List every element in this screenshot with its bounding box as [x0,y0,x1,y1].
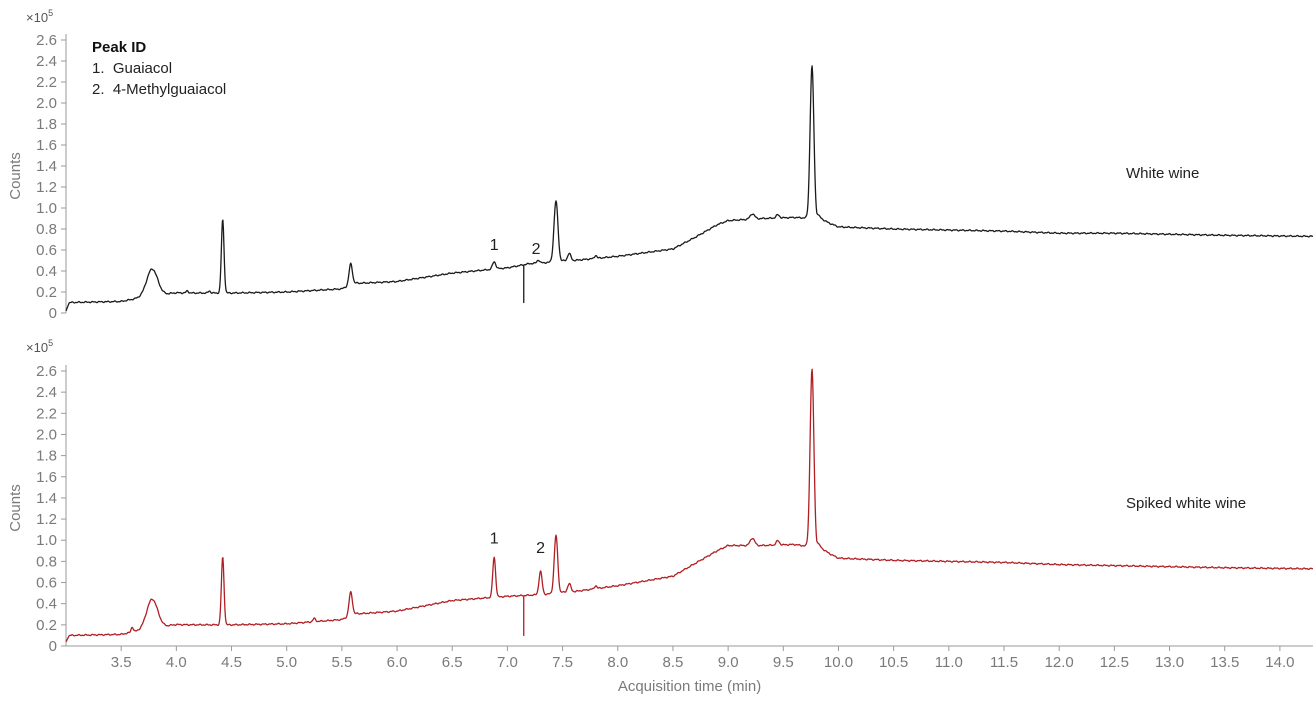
x-tick-label: 5.5 [331,654,352,671]
chromatogram-trace-bottom [65,368,1313,643]
y-tick-label: 2.4 [36,384,57,401]
x-tick-label: 8.0 [607,654,628,671]
legend-title: Peak ID [92,39,146,56]
chromatogram-trace-top [65,65,1313,312]
y-tick-label: 0.6 [36,575,57,592]
y-multiplier-label: ×105 [26,8,53,25]
y-tick-label: 2.6 [36,32,57,49]
peak-label: 2 [532,241,541,258]
y-tick-label: 1.4 [36,158,57,175]
x-tick-label: 14.0 [1265,654,1294,671]
y-tick-label: 1.6 [36,137,57,154]
y-tick-label: 1.8 [36,448,57,465]
peak-label: 2 [536,540,545,557]
legend-item: 2. 4-Methylguaiacol [92,81,226,98]
y-tick-label: 0 [49,305,57,322]
x-tick-label: 10.5 [879,654,908,671]
x-tick-label: 13.5 [1210,654,1239,671]
sample-label-bottom: Spiked white wine [1126,495,1246,512]
y-tick-label: 0.4 [36,263,57,280]
y-tick-label: 0.4 [36,596,57,613]
y-tick-label: 0.2 [36,617,57,634]
x-tick-label: 10.0 [824,654,853,671]
y-tick-label: 1.8 [36,116,57,133]
x-tick-label: 3.5 [111,654,132,671]
x-tick-label: 6.0 [387,654,408,671]
peak-label: 1 [490,530,499,547]
y-tick-label: 1.0 [36,532,57,549]
y-tick-label: 0.6 [36,242,57,259]
y-tick-label: 2.0 [36,426,57,443]
x-tick-label: 7.0 [497,654,518,671]
x-tick-label: 13.0 [1155,654,1184,671]
y-tick-label: 1.0 [36,200,57,217]
y-tick-label: 0.2 [36,284,57,301]
multiplier-exponent: 5 [48,338,53,348]
y-tick-label: 1.2 [36,179,57,196]
y-multiplier-label: ×105 [26,338,53,355]
y-tick-label: 1.2 [36,511,57,528]
y-tick-label: 2.6 [36,363,57,380]
x-tick-label: 12.0 [1045,654,1074,671]
peak-label: 1 [490,237,499,254]
x-tick-label: 9.5 [773,654,794,671]
x-tick-label: 9.0 [718,654,739,671]
y-tick-label: 0.8 [36,553,57,570]
y-axis-title: Counts [7,152,24,200]
x-tick-label: 7.5 [552,654,573,671]
y-tick-label: 1.4 [36,490,57,507]
y-tick-label: 2.0 [36,95,57,112]
x-tick-label: 8.5 [663,654,684,671]
multiplier-base: ×10 [26,10,48,25]
x-tick-label: 4.5 [221,654,242,671]
y-tick-label: 0.8 [36,221,57,238]
x-tick-label: 11.0 [935,654,963,671]
x-tick-label: 5.0 [276,654,297,671]
x-tick-label: 4.0 [166,654,187,671]
multiplier-base: ×10 [26,340,48,355]
y-tick-label: 0 [49,638,57,655]
legend-item: 1. Guaiacol [92,60,172,77]
y-axis-title: Counts [7,484,24,532]
sample-label-top: White wine [1126,165,1199,182]
y-tick-label: 1.6 [36,469,57,486]
y-tick-label: 2.2 [36,405,57,422]
x-axis-title: Acquisition time (min) [618,678,761,695]
x-tick-label: 12.5 [1100,654,1129,671]
y-tick-label: 2.4 [36,53,57,70]
x-tick-label: 6.5 [442,654,463,671]
x-tick-label: 11.5 [990,654,1018,671]
y-tick-label: 2.2 [36,74,57,91]
multiplier-exponent: 5 [48,8,53,18]
